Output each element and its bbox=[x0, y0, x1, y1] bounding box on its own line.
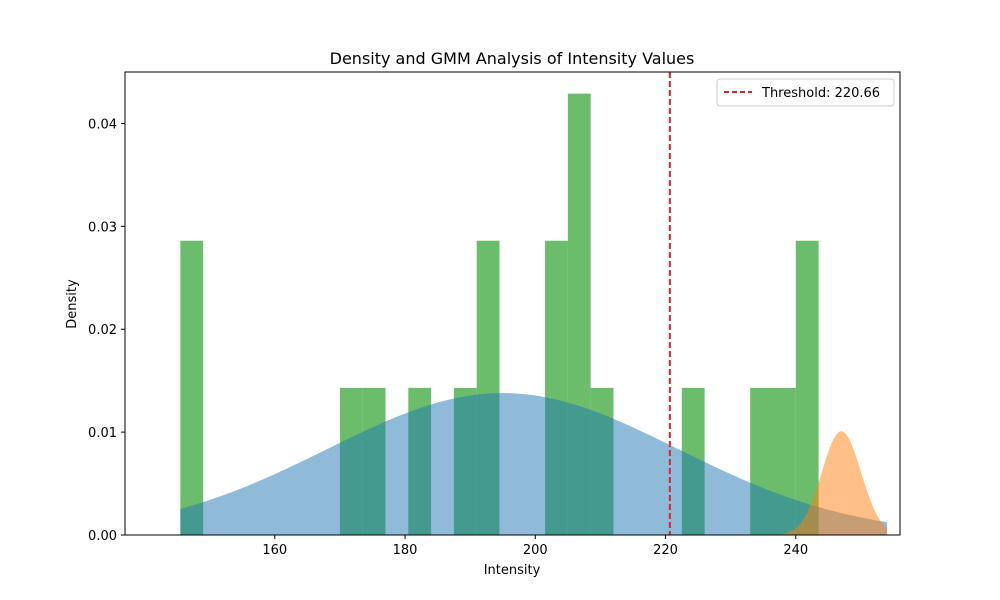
y-tick-label: 0.00 bbox=[88, 529, 117, 544]
y-tick-label: 0.04 bbox=[88, 117, 117, 132]
y-tick-label: 0.01 bbox=[88, 426, 117, 441]
x-tick-label: 160 bbox=[262, 543, 287, 558]
y-axis-label: Density bbox=[65, 279, 80, 329]
gmm-layer bbox=[180, 393, 887, 535]
legend-box bbox=[716, 78, 895, 107]
y-tick-label: 0.03 bbox=[88, 220, 117, 235]
legend: Threshold: 220.66 bbox=[716, 78, 895, 107]
y-tick-label: 0.02 bbox=[88, 323, 117, 338]
chart-title: Density and GMM Analysis of Intensity Va… bbox=[330, 49, 695, 68]
x-tick-label: 200 bbox=[523, 543, 548, 558]
x-tick-label: 220 bbox=[653, 543, 678, 558]
gmm-component-2-area bbox=[180, 431, 887, 535]
histogram-bar bbox=[180, 240, 204, 535]
histogram-bar bbox=[795, 240, 819, 535]
legend-threshold-label: Threshold: 220.66 bbox=[761, 86, 880, 101]
axes-layer: 160 180 200 220 240 0.00 0.01 0.02 0.03 0.04 bbox=[88, 71, 901, 558]
x-tick-label: 180 bbox=[393, 543, 418, 558]
x-axis-label: Intensity bbox=[484, 563, 541, 578]
x-tick-label: 240 bbox=[783, 543, 808, 558]
plot-frame bbox=[124, 71, 901, 536]
gmm-component-1-area bbox=[180, 393, 887, 535]
